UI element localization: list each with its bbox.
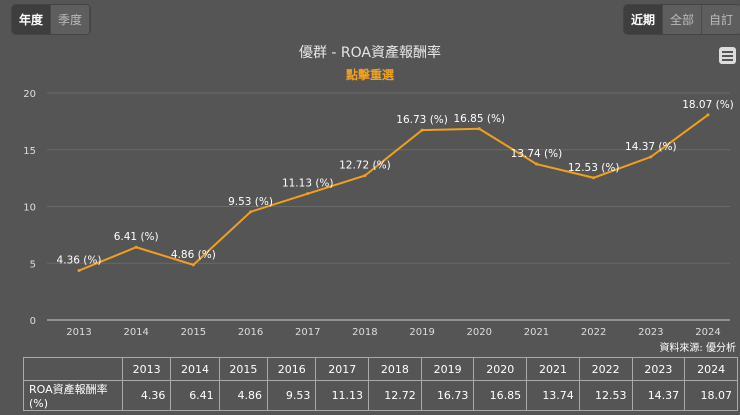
data-point <box>306 192 310 196</box>
data-point <box>477 127 481 131</box>
table-cell: 9.53 <box>267 380 317 411</box>
y-tick-label: 10 <box>23 203 36 214</box>
data-point <box>249 210 253 214</box>
table-cell: 13.74 <box>526 380 580 411</box>
table-cell: 4.86 <box>218 380 269 411</box>
table-header-year: 2024 <box>684 357 738 381</box>
x-tick-label: 2013 <box>66 327 91 338</box>
table-cell: 14.37 <box>631 380 686 411</box>
data-point <box>191 263 195 267</box>
x-tick-label: 2015 <box>181 327 206 338</box>
table-header-year: 2023 <box>631 357 686 381</box>
y-tick-label: 20 <box>23 89 36 100</box>
data-label: 16.73 (%) <box>396 114 448 126</box>
x-tick-label: 2021 <box>524 327 549 338</box>
x-tick-label: 2023 <box>638 327 663 338</box>
table-header-row: 2013 2014 2015 2016 2017 2018 2019 2020 2021 2022… <box>23 357 738 381</box>
x-tick-label: 2019 <box>409 327 434 338</box>
range-toggle: 近期 全部 自訂 <box>622 4 740 35</box>
table-cell: 18.07 <box>684 380 738 411</box>
range-all-button[interactable]: 全部 <box>662 5 702 34</box>
x-tick-label: 2016 <box>238 327 263 338</box>
period-toggle: 年度 季度 <box>11 4 92 35</box>
table-cell: 11.13 <box>315 380 370 411</box>
series-line <box>78 114 709 272</box>
data-point <box>420 128 424 132</box>
y-tick-label: 5 <box>30 259 36 270</box>
data-label: 14.37 (%) <box>625 141 677 153</box>
data-point <box>706 113 710 117</box>
x-tick-label: 2014 <box>123 327 148 338</box>
data-label: 11.13 (%) <box>282 178 334 190</box>
data-point <box>77 269 81 273</box>
table-cell: 6.41 <box>170 380 220 411</box>
table-row-label: ROA資產報酬率(%) <box>23 380 123 411</box>
table-header-year: 2016 <box>267 357 317 381</box>
table-header-year: 2018 <box>368 357 422 381</box>
range-recent-button[interactable]: 近期 <box>623 5 663 34</box>
data-label: 12.53 (%) <box>568 162 620 174</box>
table-header-year: 2021 <box>526 357 580 381</box>
hamburger-menu-icon[interactable] <box>719 47 736 64</box>
table-cell: 4.36 <box>121 380 172 411</box>
table-header-year: 2020 <box>473 357 528 381</box>
x-tick-label: 2024 <box>695 327 720 338</box>
data-point <box>134 245 138 249</box>
data-point <box>534 162 538 166</box>
data-label: 6.41 (%) <box>114 231 159 243</box>
table-header-year: 2015 <box>218 357 269 381</box>
chart-title: 優群 - ROA資產報酬率 <box>298 45 442 61</box>
data-label: 12.72 (%) <box>339 160 391 172</box>
data-label: 13.74 (%) <box>511 148 563 160</box>
table-header-year: 2019 <box>420 357 475 381</box>
line-chart: 0 5 10 15 20 2013 2014 2015 2016 2017 2018 2019 2020… <box>23 89 734 338</box>
y-tick-label: 15 <box>23 146 36 157</box>
table-cell: 12.53 <box>578 380 633 411</box>
table-corner <box>23 357 123 381</box>
data-point <box>363 174 367 178</box>
table-header-year: 2014 <box>170 357 220 381</box>
x-tick-label: 2022 <box>581 327 606 338</box>
data-point <box>649 155 653 159</box>
table-row: ROA資產報酬率(%) 4.36 6.41 4.86 9.53 11.13 12.72 16.… <box>23 380 738 411</box>
data-source: 資料來源: 優分析 <box>659 343 736 354</box>
table-cell: 16.85 <box>473 380 528 411</box>
x-tick-label: 2017 <box>295 327 320 338</box>
data-label: 4.36 (%) <box>57 255 102 267</box>
data-label: 9.53 (%) <box>228 196 273 208</box>
table-header-year: 2022 <box>578 357 633 381</box>
table-cell: 12.72 <box>368 380 422 411</box>
data-label: 18.07 (%) <box>682 99 734 111</box>
range-custom-button[interactable]: 自訂 <box>701 5 740 34</box>
table-cell: 16.73 <box>420 380 475 411</box>
y-tick-label: 0 <box>30 316 36 327</box>
data-label: 4.86 (%) <box>171 249 216 261</box>
table-header-year: 2017 <box>315 357 370 381</box>
data-point <box>592 176 596 180</box>
chart-subtitle[interactable]: 點擊重選 <box>345 68 394 82</box>
table-header-year: 2013 <box>121 357 172 381</box>
data-table: 2013 2014 2015 2016 2017 2018 2019 2020 2021 2022… <box>23 357 738 411</box>
data-label: 16.85 (%) <box>453 113 505 125</box>
x-tick-label: 2018 <box>352 327 377 338</box>
x-tick-label: 2020 <box>467 327 492 338</box>
period-annual-button[interactable]: 年度 <box>12 5 52 34</box>
period-quarterly-button[interactable]: 季度 <box>51 5 91 34</box>
